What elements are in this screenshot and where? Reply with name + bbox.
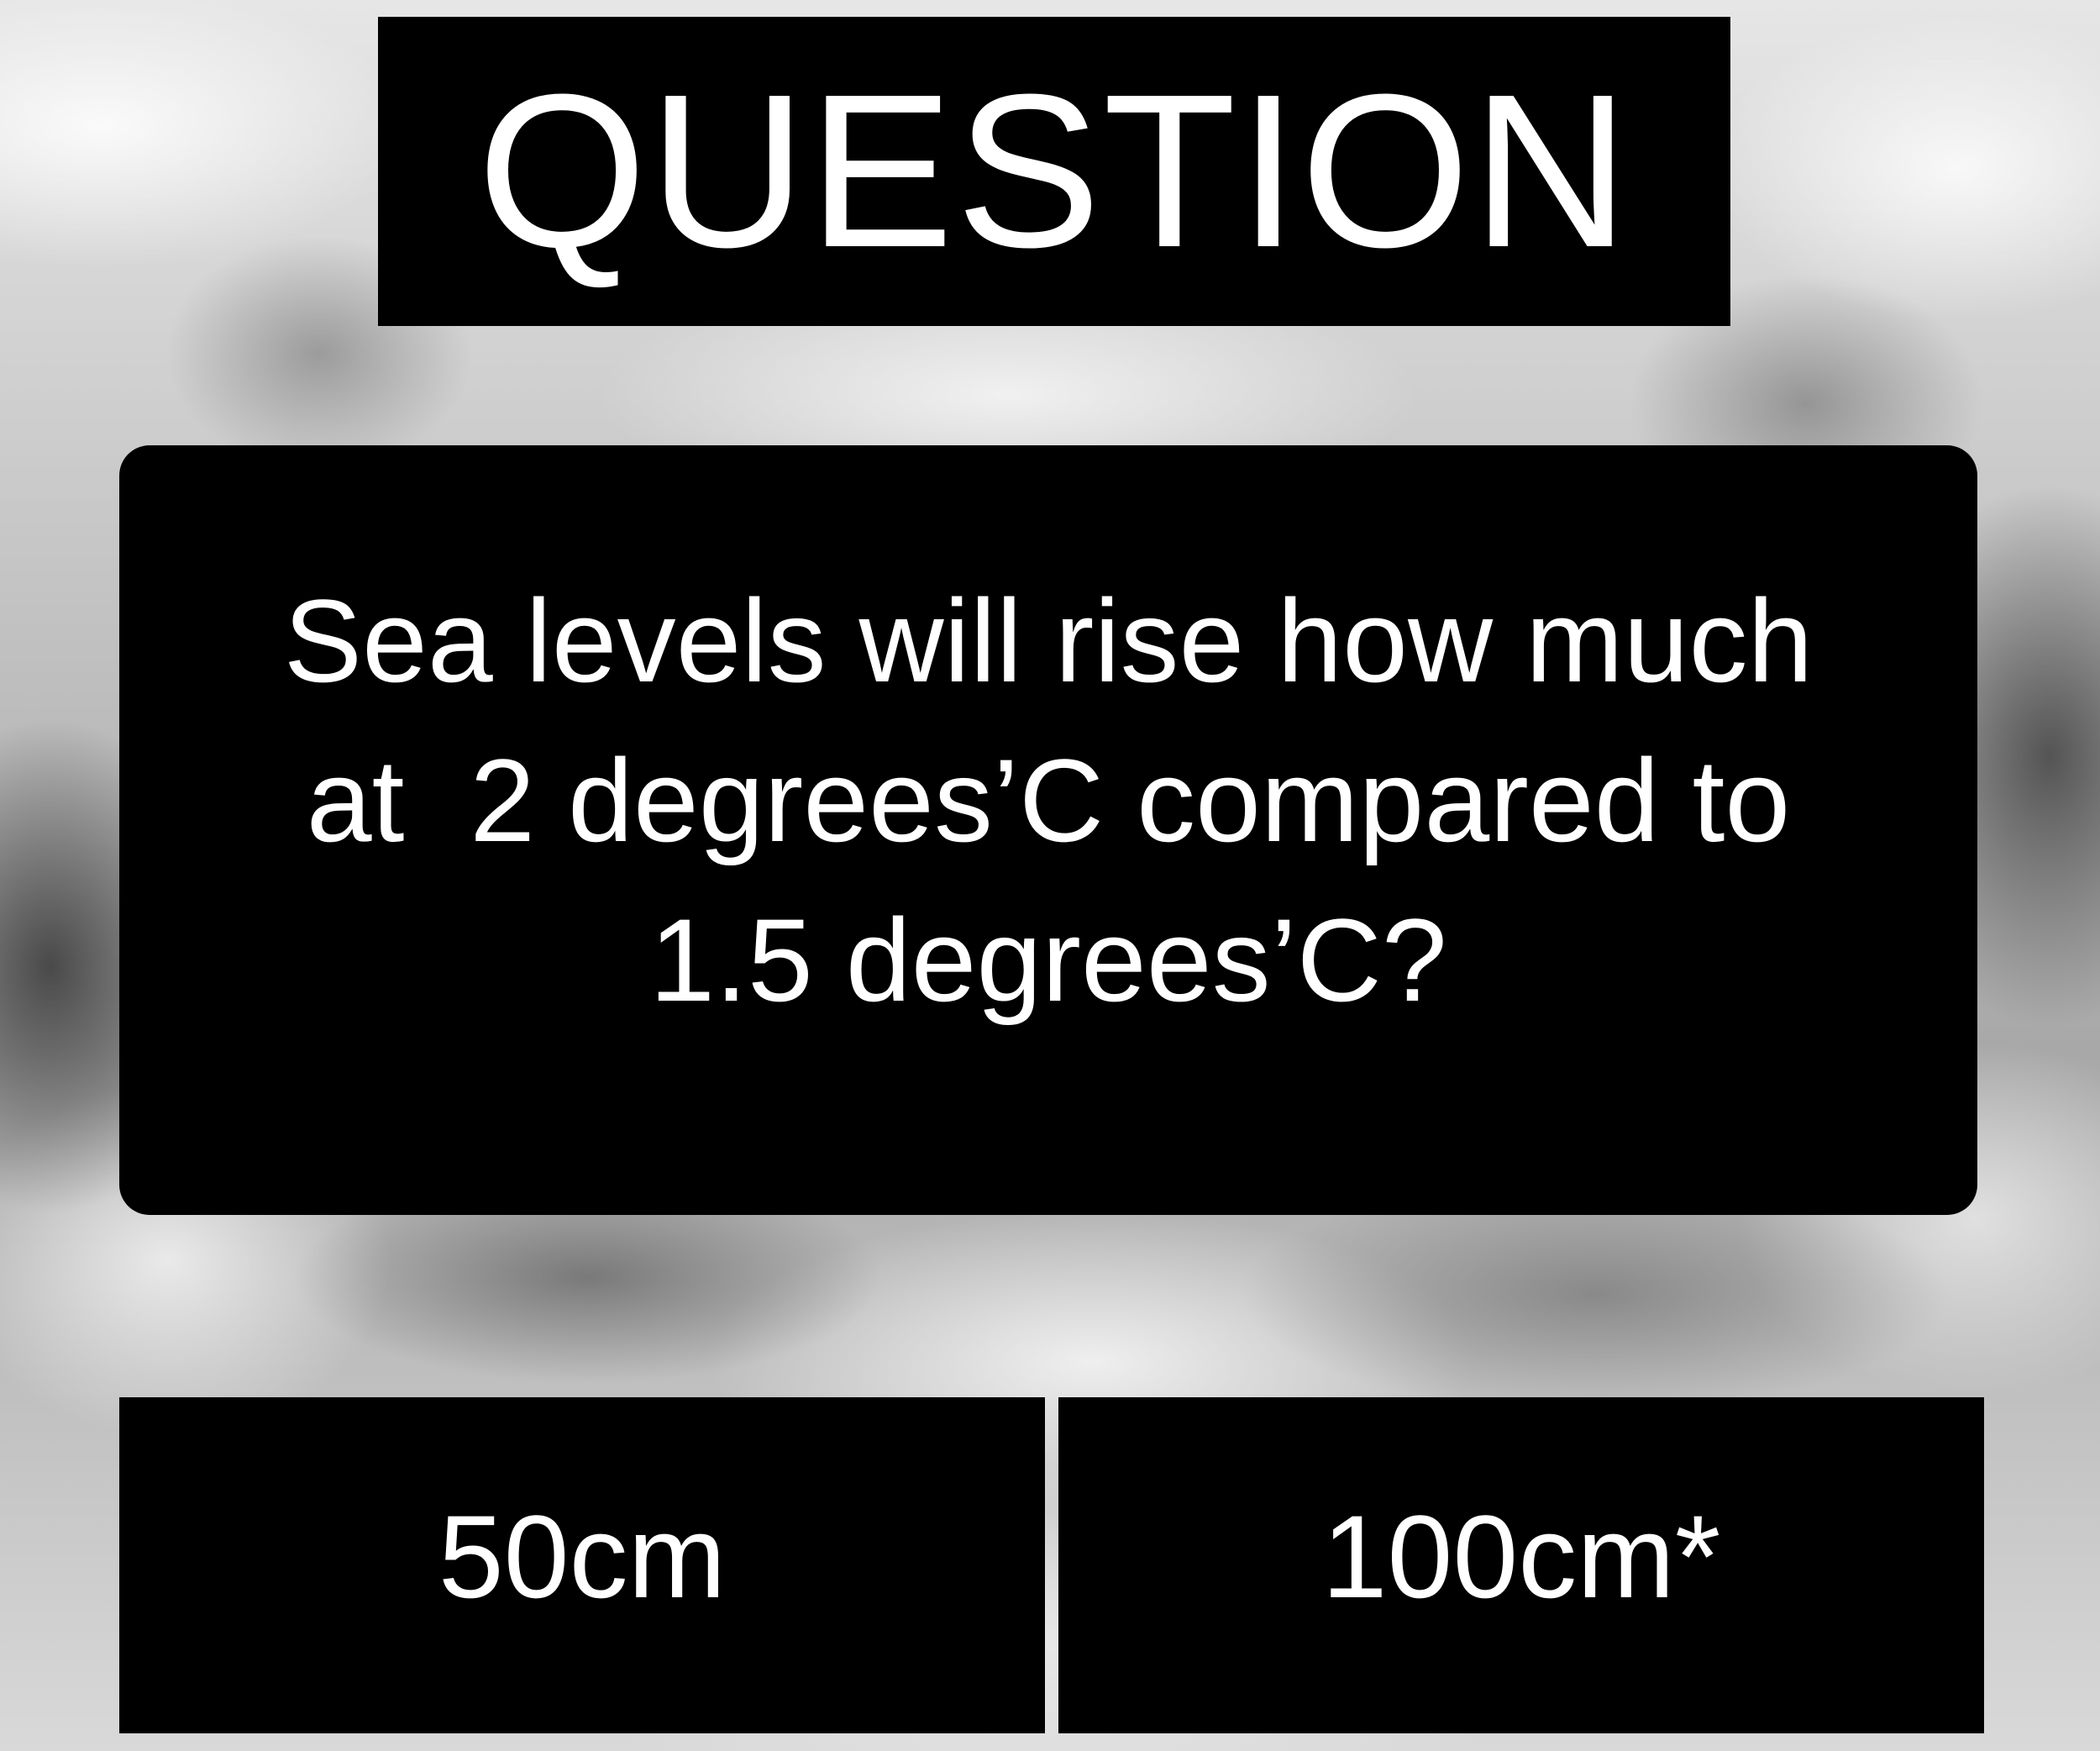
question-line: 1.5 degrees’C? bbox=[649, 894, 1447, 1026]
question-line: at 2 degrees’C compared to bbox=[306, 734, 1791, 866]
question-title: QUESTION bbox=[477, 50, 1631, 293]
question-card: Sea levels will rise how much at 2 degre… bbox=[119, 445, 1977, 1215]
answer-label: 50cm bbox=[438, 1491, 727, 1622]
question-text: Sea levels will rise how much at 2 degre… bbox=[284, 561, 1814, 1040]
answer-label: 100cm* bbox=[1321, 1491, 1721, 1622]
question-line: Sea levels will rise how much bbox=[283, 575, 1814, 707]
answer-option-b[interactable]: 100cm* bbox=[1058, 1397, 1984, 1733]
answer-option-a[interactable]: 50cm bbox=[119, 1397, 1045, 1733]
question-header: QUESTION bbox=[378, 17, 1730, 326]
